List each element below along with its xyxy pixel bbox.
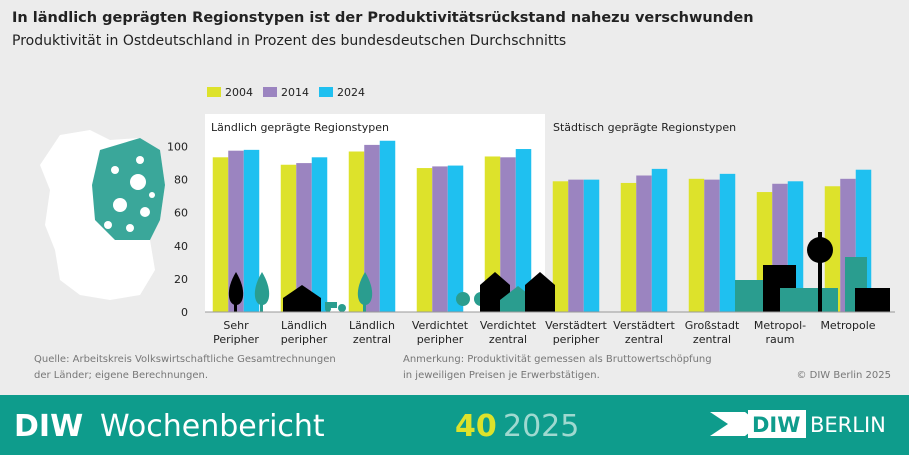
legend-swatch [319, 87, 333, 97]
logo-box [748, 410, 806, 438]
map-icon [40, 130, 165, 300]
bar [620, 182, 637, 312]
pictograms [228, 232, 890, 312]
publication-name: Wochenbericht [100, 409, 325, 444]
bar [719, 173, 736, 312]
x-tick-label: Peripher [213, 333, 259, 346]
x-tick-label: Großstadt [685, 319, 740, 332]
x-tick-label: Metropole [820, 319, 875, 332]
bar [364, 144, 380, 312]
y-tick-label: 80 [174, 174, 188, 187]
x-tick-label: Ländlich [281, 319, 327, 332]
legend-label: 2004 [225, 86, 253, 99]
x-tick-label: Verdichtet [480, 319, 537, 332]
bar [311, 157, 328, 312]
x-tick-label: peripher [417, 333, 464, 346]
x-tick-label: zentral [353, 333, 391, 346]
bar [515, 149, 532, 312]
issue: 40 [455, 409, 497, 444]
bar [704, 179, 720, 312]
chart-title: In ländlich geprägten Regionstypen ist d… [12, 10, 754, 26]
publication: DIW [14, 409, 83, 444]
region-label: Städtisch geprägte Regionstypen [553, 121, 736, 134]
x-tick-label: Metropol- [754, 319, 806, 332]
source: der Länder; eigene Berechnungen. [34, 370, 208, 381]
bar [636, 175, 652, 312]
x-tick-label: Ländlich [349, 319, 395, 332]
legend-label: 2024 [337, 86, 365, 99]
bar [568, 179, 584, 312]
bar [500, 157, 516, 312]
legend-label: 2014 [281, 86, 309, 99]
x-tick-label: raum [766, 333, 795, 346]
legend-swatch [207, 87, 221, 97]
bar [280, 164, 297, 312]
chart-subtitle: Produktivität in Ostdeutschland in Proze… [12, 33, 566, 49]
year: 2025 [503, 409, 579, 444]
legend-swatch [263, 87, 277, 97]
note: Anmerkung: Produktivität gemessen als Br… [403, 354, 712, 365]
logo-mark [710, 412, 760, 436]
region-label: Ländlich geprägte Regionstypen [211, 121, 389, 134]
x-tick-label: zentral [625, 333, 663, 346]
x-tick-label: Verstädtert [613, 319, 675, 332]
bar [688, 178, 705, 312]
y-tick-label: 100 [167, 141, 188, 154]
y-tick-label: 20 [174, 273, 188, 286]
bar [212, 157, 229, 312]
x-tick-label: Verdichtet [412, 319, 469, 332]
x-tick-label: Sehr [223, 319, 249, 332]
bar [484, 156, 501, 312]
bar [416, 168, 433, 312]
x-tick-label: zentral [489, 333, 527, 346]
y-tick-label: 40 [174, 240, 188, 253]
y-tick-label: 60 [174, 207, 188, 220]
logo-right: BERLIN [810, 413, 886, 437]
note: in jeweiligen Preisen je Erwerbstätigen. [403, 370, 600, 381]
x-tick-label: zentral [693, 333, 731, 346]
bar [348, 151, 365, 312]
copyright: © DIW Berlin 2025 [796, 370, 891, 381]
x-tick-label: peripher [553, 333, 600, 346]
bar [651, 168, 668, 312]
bar [228, 150, 244, 312]
bar [583, 179, 600, 312]
bar [552, 181, 569, 312]
bar [447, 165, 464, 312]
bar [296, 163, 312, 312]
logo-left: DIW [752, 413, 800, 437]
bar [243, 149, 260, 312]
bar [432, 166, 448, 312]
source: Quelle: Arbeitskreis Volkswirtschaftlich… [34, 354, 336, 365]
x-tick-label: peripher [281, 333, 328, 346]
x-tick-label: Verstädtert [545, 319, 607, 332]
bar [379, 140, 396, 312]
y-tick-label: 0 [181, 306, 188, 319]
